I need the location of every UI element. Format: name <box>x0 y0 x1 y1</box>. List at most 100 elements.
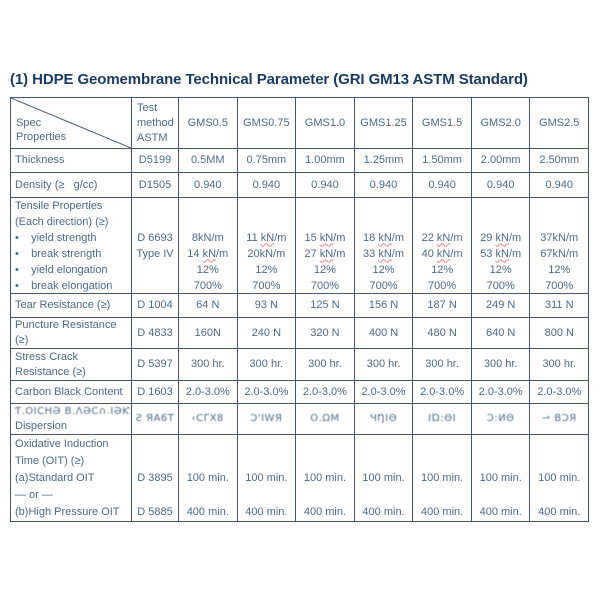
cell-line <box>382 453 385 470</box>
cell-line: 700% <box>193 279 222 292</box>
tensile-label: Tensile Properties (Each direction) (≥) • … <box>11 198 131 293</box>
column-header-1: GMS0.75 <box>236 98 296 148</box>
carbon_black_content-value-0: 2.0-3.0% <box>178 381 237 403</box>
stress_crack-method: D 5397 <box>131 349 178 380</box>
cell-line: Ο.ΩΜ <box>310 413 340 424</box>
cell-line: Ɔ'IWЯ <box>250 413 283 424</box>
properties-label: Properties <box>16 131 67 143</box>
cell-line: 100 min. <box>538 471 581 484</box>
cell-line: GMS1.5 <box>421 116 463 129</box>
cell-line: 100 min. <box>362 471 405 484</box>
cell-line: D1505 <box>138 178 172 191</box>
tear-method: D 1004 <box>131 294 178 317</box>
cell-line: 0.940 <box>545 178 574 191</box>
cell-line: ‹ϹΓΧ8 <box>191 413 224 424</box>
cell-line: GMS1.25 <box>360 116 407 129</box>
cell-line: D5199 <box>138 154 172 166</box>
cell-line: 15 kN/m <box>304 231 346 244</box>
cell-line <box>499 436 502 453</box>
cell-line: 1.50mm <box>422 154 462 166</box>
stress_crack-value-3: 300 hr. <box>353 349 413 380</box>
row-carbon_black_content: Carbon Black Content D 1603 2.0-3.0% 2.0-3.… <box>11 380 588 403</box>
cell-line <box>441 453 444 470</box>
tear-value-6: 311 N <box>529 294 588 317</box>
puncture-value-4: 480 N <box>412 318 471 348</box>
row-tear: Tear Resistance (≥) D 1004 64 N 93 N 125 N 15… <box>11 293 588 317</box>
oit-value-6: 100 min. 400 min. <box>529 435 588 521</box>
misspelled-unit: kN <box>436 247 451 260</box>
cell-line: 37kN/m <box>540 231 579 244</box>
cell-line: 2.0-3.0% <box>244 385 289 398</box>
cell-line: 400 N <box>368 326 399 339</box>
cell-line <box>558 453 561 470</box>
column-header-2: GMS1.0 <box>295 98 354 148</box>
cell-line: 400 min. <box>303 505 347 518</box>
test-method-header-cell: Test method ASTM <box>131 98 178 148</box>
cell-line: (≥) <box>15 334 29 346</box>
cell-line <box>265 436 268 453</box>
cell-line: 1.00mm <box>305 154 345 166</box>
puncture-value-5: 640 N <box>470 318 530 348</box>
cell-line: Stress Crack <box>15 350 78 363</box>
cell-line: 480 N <box>427 326 457 339</box>
oit-value-0: 100 min. 400 min. <box>178 435 237 521</box>
row-density: Density (≥ g/cc) D1505 0.940 0.940 0.940 0.94… <box>11 172 588 197</box>
dispersion-value-0: ‹ϹΓΧ8 <box>178 404 237 434</box>
cell-line <box>206 436 209 453</box>
cell-line: D 5885 <box>137 505 173 518</box>
cell-line: 300 hr. <box>425 358 459 370</box>
cell-line: 20kN/m <box>247 247 286 260</box>
row-puncture: Puncture Resistance (≥) D 4833 160N 240 N 320… <box>11 317 588 348</box>
column-header-6: GMS2.5 <box>529 98 588 148</box>
misspelled-unit: kN <box>319 247 334 260</box>
cell-line <box>323 436 326 453</box>
cell-line <box>499 198 502 214</box>
oit-value-5: 100 min. 400 min. <box>470 435 530 521</box>
cell-line: 0.5MM <box>190 154 225 166</box>
thickness-value-6: 2.50mm <box>529 149 588 172</box>
cell-line: 0.940 <box>252 178 281 191</box>
cell-line: 100 min. <box>421 471 464 484</box>
cell-line: Tear Resistance (≥) <box>15 299 111 311</box>
row-tensile: Tensile Properties (Each direction) (≥) • … <box>11 197 588 293</box>
cell-line: 100 min. <box>245 471 288 484</box>
density-value-1: 0.940 <box>236 173 296 197</box>
cell-line <box>558 214 561 230</box>
cell-line: 14 kN/m <box>187 247 229 260</box>
cell-line: 156 N <box>368 299 399 311</box>
cell-line: 27 kN/m <box>304 247 346 260</box>
cell-line <box>441 198 444 214</box>
row-thickness: Thickness D5199 0.5MM 0.75mm 1.00mm 1.25mm 1.5… <box>11 148 588 172</box>
cell-line: GMS1.0 <box>304 116 346 129</box>
cell-line: 2.0-3.0% <box>420 385 465 398</box>
cell-line: GMS0.75 <box>243 116 290 129</box>
cell-line: D 3895 <box>137 471 173 484</box>
density-value-5: 0.940 <box>470 173 530 197</box>
cell-line: Test <box>137 101 158 114</box>
stress_crack-value-0: 300 hr. <box>178 349 237 380</box>
tensile-value-0: 8kN/m 14 kN/m 12% 700% <box>178 198 237 293</box>
tear-value-3: 156 N <box>353 294 413 317</box>
puncture-value-2: 320 N <box>295 318 354 348</box>
cell-line: 33 kN/m <box>363 247 405 260</box>
cell-line: 0.940 <box>486 178 515 191</box>
spec-properties-cell: Spec Properties <box>11 98 131 148</box>
column-header-5: GMS2.0 <box>470 98 530 148</box>
cell-line <box>206 214 209 230</box>
cell-line: ΙΏ:ΘΙ <box>428 413 457 424</box>
cell-line <box>206 198 209 214</box>
thickness-value-0: 0.5MM <box>178 149 237 172</box>
cell-line: (Each direction) (≥) <box>15 215 109 228</box>
carbon_black_content-value-3: 2.0-3.0% <box>353 381 413 403</box>
thickness-value-5: 2.00mm <box>470 149 530 172</box>
parameter-table: Spec Properties Test method ASTM GMS0.5 GMS0.7… <box>10 97 589 522</box>
thickness-value-4: 1.50mm <box>412 149 471 172</box>
cell-line: method <box>137 116 174 129</box>
cell-line: D 1004 <box>137 299 173 311</box>
cell-line: D 5397 <box>137 358 173 370</box>
cell-line: Tensile Properties <box>15 199 103 212</box>
cell-line <box>441 487 444 504</box>
misspelled-unit: kN <box>202 247 217 260</box>
oit-value-3: 100 min. 400 min. <box>353 435 413 521</box>
cell-line: 12% <box>255 263 278 276</box>
